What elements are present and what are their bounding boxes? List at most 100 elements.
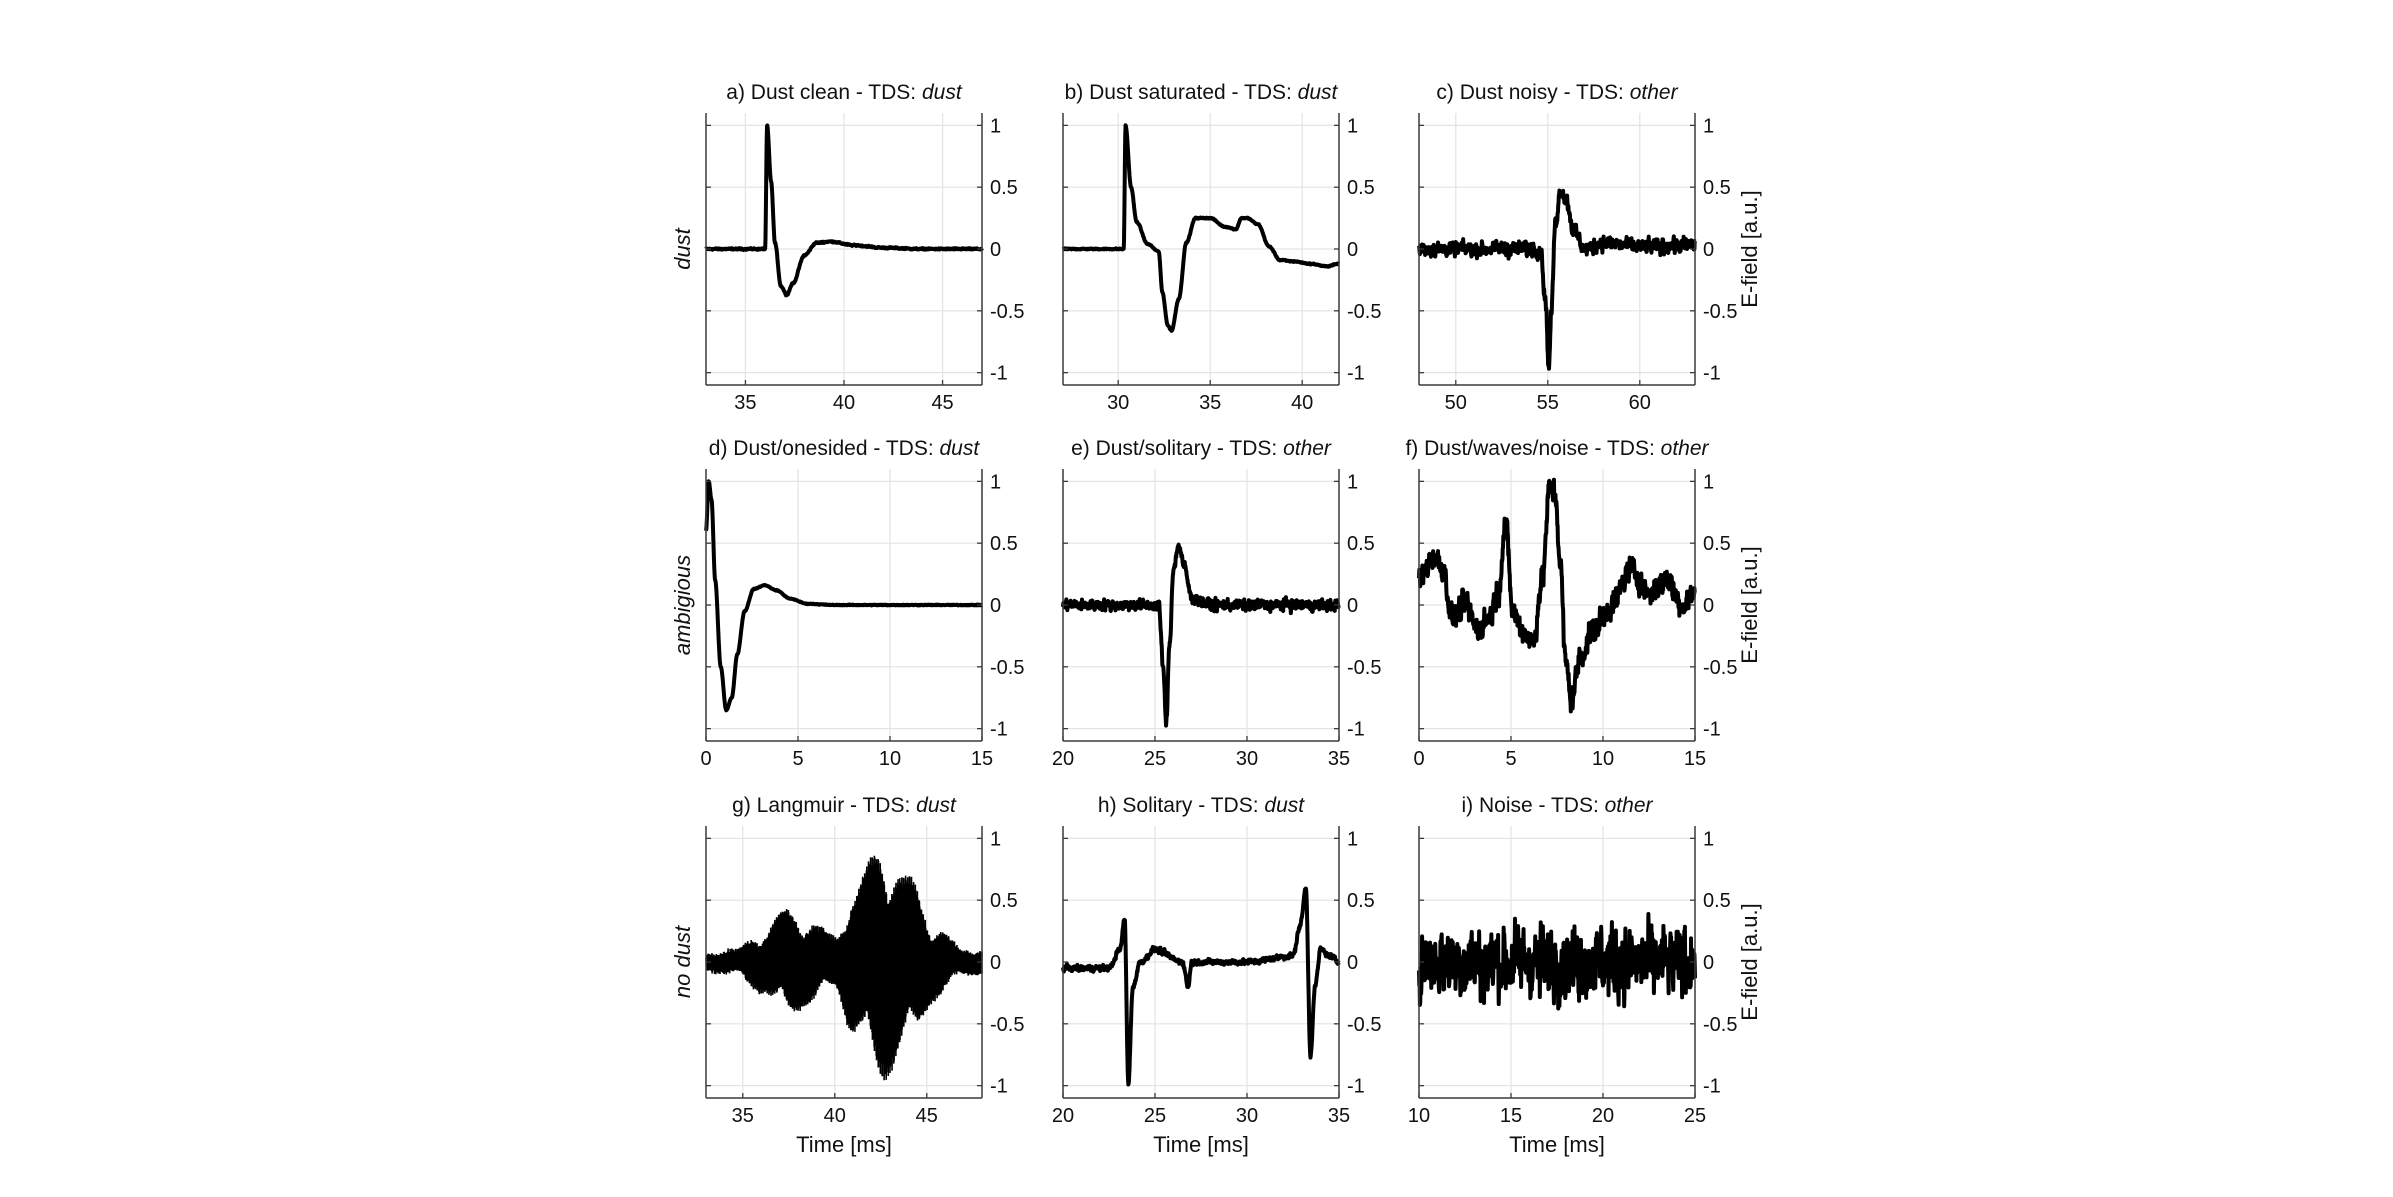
y-tick-label: 0.5 (990, 177, 1018, 199)
x-tick-label: 40 (1291, 392, 1313, 414)
panel-title-prefix: b) Dust saturated - TDS: (1065, 81, 1298, 104)
panel-a: 35 40 45 -1 -0.5 0 0.5 1 a) Dust clean - TDS: du… (670, 81, 1024, 414)
y-tick-label: -1 (990, 719, 1008, 741)
panel-d: 0 5 10 15 -1 -0.5 0 0.5 1 d) Dust/onesided - TDS:… (670, 437, 1024, 770)
y-tick-label: -1 (1347, 719, 1365, 741)
panel-title-tds: other (1661, 437, 1710, 460)
y-tick-label: -1 (990, 363, 1008, 385)
y-tick-label: 1 (1347, 471, 1358, 493)
y-tick-label: -0.5 (1347, 657, 1381, 679)
x-tick-label: 20 (1052, 1105, 1074, 1127)
panel-e: 20 25 30 35 -1 -0.5 0 0.5 1 e) Dust/solitary - TD… (1052, 437, 1382, 770)
series-line (1061, 542, 1341, 728)
panel-title-tds: other (1283, 437, 1332, 460)
y-tick-label: 1 (1703, 471, 1714, 493)
y-tick-label: 0 (990, 952, 1001, 974)
panel-title-tds: other (1605, 794, 1654, 817)
y-axis-label: E-field [a.u.] (1737, 190, 1762, 307)
y-tick-label: 0 (1347, 239, 1358, 261)
panel-i: 10 15 20 25 -1 -0.5 0 0.5 1 i) Noise - TDS: other… (1408, 794, 1762, 1157)
y-tick-label: 0 (1347, 595, 1358, 617)
row-label: dust (670, 227, 695, 269)
x-tick-label: 20 (1052, 748, 1074, 770)
panel-h: 20 25 30 35 -1 -0.5 0 0.5 1 h) Solitary - TDS: du… (1052, 794, 1382, 1157)
panel-c: 50 55 60 -1 -0.5 0 0.5 1 c) Dust noisy - TDS: ot… (1417, 81, 1762, 414)
y-tick-label: -0.5 (1347, 301, 1381, 323)
x-tick-label: 5 (1505, 748, 1516, 770)
x-tick-label: 35 (734, 392, 756, 414)
y-tick-label: -0.5 (1347, 1014, 1381, 1036)
panel-title-tds: dust (940, 437, 981, 460)
x-tick-label: 45 (916, 1105, 938, 1127)
y-tick-label: -1 (1347, 1076, 1365, 1098)
y-axis-label: E-field [a.u.] (1737, 903, 1762, 1020)
y-tick-label: 0.5 (1703, 890, 1731, 912)
y-tick-label: -0.5 (990, 1014, 1024, 1036)
panel-title-prefix: c) Dust noisy - TDS: (1436, 81, 1629, 104)
x-tick-label: 0 (700, 748, 711, 770)
panel-title-prefix: a) Dust clean - TDS: (726, 81, 922, 104)
y-tick-label: 0 (1703, 595, 1714, 617)
x-tick-label: 40 (833, 392, 855, 414)
panel-title: h) Solitary - TDS: dust (1098, 794, 1305, 817)
y-tick-label: 1 (1347, 115, 1358, 137)
panel-title-prefix: g) Langmuir - TDS: (732, 794, 916, 817)
x-axis-label: Time [ms] (1153, 1132, 1249, 1157)
x-tick-label: 60 (1629, 392, 1651, 414)
y-tick-label: -1 (1703, 719, 1721, 741)
y-tick-label: 0.5 (990, 533, 1018, 555)
row-label: ambigious (670, 555, 695, 655)
x-tick-label: 35 (1328, 748, 1350, 770)
x-tick-label: 15 (1500, 1105, 1522, 1127)
y-tick-label: 1 (990, 115, 1001, 137)
y-tick-label: -0.5 (990, 657, 1024, 679)
y-tick-label: 0 (1347, 952, 1358, 974)
y-tick-label: 1 (1703, 115, 1714, 137)
panel-title: i) Noise - TDS: other (1461, 794, 1653, 817)
x-tick-label: 0 (1413, 748, 1424, 770)
series-line (704, 123, 984, 298)
x-tick-label: 55 (1537, 392, 1559, 414)
series-line (1417, 911, 1697, 1011)
y-tick-label: 0.5 (1347, 890, 1375, 912)
panel-title-prefix: f) Dust/waves/noise - TDS: (1405, 437, 1660, 460)
x-tick-label: 20 (1592, 1105, 1614, 1127)
y-tick-label: 0.5 (990, 890, 1018, 912)
y-tick-label: -1 (1347, 363, 1365, 385)
panel-title: b) Dust saturated - TDS: dust (1065, 81, 1339, 104)
x-tick-label: 5 (792, 748, 803, 770)
panel-title: e) Dust/solitary - TDS: other (1071, 437, 1332, 460)
x-tick-label: 10 (1592, 748, 1614, 770)
y-tick-label: 1 (1347, 828, 1358, 850)
panel-g: 35 40 45 -1 -0.5 0 0.5 1 g) Langmuir - TDS: dust… (670, 794, 1024, 1157)
x-tick-label: 35 (732, 1105, 754, 1127)
panel-title-tds: dust (1264, 794, 1305, 817)
y-tick-label: -0.5 (1703, 657, 1737, 679)
y-tick-label: 0.5 (1347, 177, 1375, 199)
x-tick-label: 25 (1684, 1105, 1706, 1127)
x-tick-label: 40 (824, 1105, 846, 1127)
x-tick-label: 30 (1107, 392, 1129, 414)
x-tick-label: 35 (1199, 392, 1221, 414)
panel-title-tds: dust (1298, 81, 1339, 104)
y-tick-label: -0.5 (1703, 301, 1737, 323)
series-line (704, 479, 984, 713)
panel-title: c) Dust noisy - TDS: other (1436, 81, 1678, 104)
y-tick-label: -0.5 (1703, 1014, 1737, 1036)
y-tick-label: -1 (1703, 1076, 1721, 1098)
x-tick-label: 15 (1684, 748, 1706, 770)
series-line (1417, 477, 1697, 714)
x-axis-label: Time [ms] (796, 1132, 892, 1157)
x-tick-label: 35 (1328, 1105, 1350, 1127)
row-label: no dust (670, 925, 695, 998)
panel-title-tds: dust (922, 81, 963, 104)
panel-title-tds: dust (916, 794, 957, 817)
y-tick-label: 0 (990, 239, 1001, 261)
panel-f: 0 5 10 15 -1 -0.5 0 0.5 1 f) Dust/waves/noise - T… (1405, 437, 1762, 770)
y-tick-label: 0.5 (1703, 177, 1731, 199)
panel-title: a) Dust clean - TDS: dust (726, 81, 963, 104)
panel-b: 30 35 40 -1 -0.5 0 0.5 1 b) Dust saturated - TDS… (1061, 81, 1381, 414)
y-tick-label: 0 (1703, 952, 1714, 974)
panel-title: f) Dust/waves/noise - TDS: other (1405, 437, 1709, 460)
